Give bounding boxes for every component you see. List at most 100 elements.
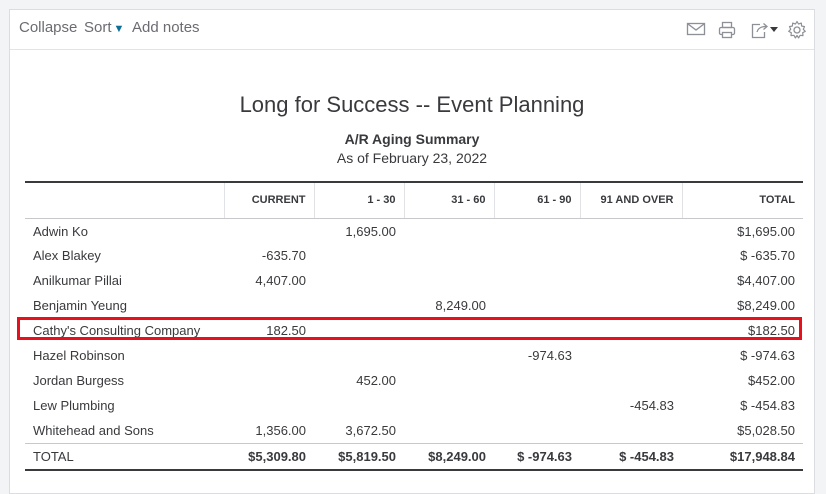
column-header-current[interactable]: CURRENT [223,181,314,219]
cell-total[interactable]: $ -635.70 [740,248,795,263]
cell-31-60[interactable] [404,343,494,368]
cell-1-30[interactable] [314,393,404,418]
caret-down-icon: ▼ [113,23,125,35]
cell-1-30[interactable] [314,268,404,293]
total-1-30[interactable]: $5,819.50 [314,442,404,471]
cell-1-30[interactable] [314,318,404,343]
column-header-1-30[interactable]: 1 - 30 [313,181,404,219]
cell-total[interactable]: $ -454.83 [740,398,795,413]
column-header-31-60[interactable]: 31 - 60 [403,181,494,219]
cell-91-over[interactable] [580,243,682,268]
report-title: A/R Aging Summary [344,131,480,147]
cell-61-90[interactable] [494,393,580,418]
table-row: Alex Blakey -635.70 $ -635.70 [25,243,803,268]
column-header-total[interactable]: TOTAL [681,181,803,219]
cell-current[interactable]: 4,407.00 [255,273,306,288]
customer-name[interactable]: Jordan Burgess [33,373,125,388]
cell-61-90[interactable] [494,293,580,318]
aging-table: CURRENT 1 - 30 31 - 60 61 - 90 91 AND OV… [25,181,803,471]
customer-name[interactable]: Whitehead and Sons [33,422,154,438]
table-row: Anilkumar Pillai 4,407.00 $4,407.00 [25,268,803,293]
report-toolbar: Collapse Sort ▼ Add notes [10,10,814,50]
cell-61-90[interactable] [494,318,580,343]
cell-current[interactable] [224,393,314,418]
total-61-90[interactable]: $ -974.63 [494,442,580,471]
cell-1-30[interactable]: 452.00 [356,373,396,388]
report-date: As of February 23, 2022 [336,150,488,166]
cell-total[interactable]: $8,249.00 [737,298,795,313]
total-total[interactable]: $17,948.84 [682,442,803,471]
cell-31-60[interactable] [404,418,494,443]
cell-current[interactable] [224,293,314,318]
cell-current[interactable]: 182.50 [266,323,306,338]
table-row: Adwin Ko 1,695.00 $1,695.00 [25,218,803,243]
column-header-61-90[interactable]: 61 - 90 [493,181,580,219]
customer-name[interactable]: Benjamin Yeung [33,298,127,313]
cell-31-60[interactable] [404,268,494,293]
cell-current[interactable] [224,218,314,243]
cell-current[interactable]: 1,356.00 [255,422,306,438]
table-header-row: CURRENT 1 - 30 31 - 60 61 - 90 91 AND OV… [25,181,803,219]
cell-61-90[interactable]: -974.63 [527,348,572,363]
total-current[interactable]: $5,309.80 [224,442,314,471]
table-row: Lew Plumbing -454.83 $ -454.83 [25,393,803,418]
cell-91-over[interactable]: -454.83 [629,398,674,413]
add-notes-link[interactable]: Add notes [132,19,200,36]
cell-61-90[interactable] [494,218,580,243]
customer-name[interactable]: Anilkumar Pillai [33,273,122,288]
cell-total[interactable]: $5,028.50 [737,422,795,438]
collapse-link[interactable]: Collapse [19,19,78,36]
table-row: Jordan Burgess 452.00 $452.00 [25,368,803,393]
cell-total[interactable]: $1,695.00 [737,224,795,240]
cell-91-over[interactable] [580,218,682,243]
table-row: Whitehead and Sons 1,356.00 3,672.50 $5,… [25,418,803,443]
sort-dropdown[interactable]: Sort ▼ [84,19,124,36]
table-row-highlighted: Cathy's Consulting Company 182.50 $182.5… [25,318,803,343]
cell-total[interactable]: $ -974.63 [740,348,795,363]
email-icon[interactable] [686,20,708,40]
cell-1-30[interactable]: 3,672.50 [345,422,396,438]
cell-1-30[interactable] [314,343,404,368]
cell-31-60[interactable]: 8,249.00 [435,298,486,313]
column-header-91-over[interactable]: 91 AND OVER [579,181,682,219]
cell-total[interactable]: $452.00 [748,373,795,388]
cell-91-over[interactable] [580,293,682,318]
cell-61-90[interactable] [494,418,580,443]
cell-91-over[interactable] [580,318,682,343]
cell-1-30[interactable] [314,293,404,318]
settings-icon[interactable] [787,20,809,40]
table-row: Benjamin Yeung 8,249.00 $8,249.00 [25,293,803,318]
cell-31-60[interactable] [404,243,494,268]
cell-current[interactable] [224,368,314,393]
cell-total[interactable]: $182.50 [748,323,795,338]
customer-name[interactable]: Cathy's Consulting Company [33,323,201,338]
cell-31-60[interactable] [404,393,494,418]
cell-31-60[interactable] [404,368,494,393]
cell-91-over[interactable] [580,418,682,443]
total-31-60[interactable]: $8,249.00 [404,442,494,471]
customer-name[interactable]: Lew Plumbing [33,398,115,413]
cell-current[interactable]: -635.70 [261,248,306,263]
column-header-name[interactable] [25,181,224,219]
cell-61-90[interactable] [494,243,580,268]
cell-total[interactable]: $4,407.00 [737,273,795,288]
total-91-over[interactable]: $ -454.83 [580,442,682,471]
cell-61-90[interactable] [494,368,580,393]
customer-name[interactable]: Adwin Ko [33,224,88,240]
cell-31-60[interactable] [404,218,494,243]
company-name: Long for Success -- Event Planning [239,92,585,117]
cell-91-over[interactable] [580,268,682,293]
cell-31-60[interactable] [404,318,494,343]
cell-61-90[interactable] [494,268,580,293]
export-icon[interactable] [749,20,781,40]
cell-current[interactable] [224,343,314,368]
cell-1-30[interactable] [314,243,404,268]
sort-label: Sort [84,19,112,36]
cell-91-over[interactable] [580,368,682,393]
cell-1-30[interactable]: 1,695.00 [345,224,396,240]
customer-name[interactable]: Alex Blakey [33,248,101,263]
print-icon[interactable] [717,20,739,40]
report-card: Collapse Sort ▼ Add notes Long for Succes… [9,9,815,494]
customer-name[interactable]: Hazel Robinson [33,348,125,363]
cell-91-over[interactable] [580,343,682,368]
